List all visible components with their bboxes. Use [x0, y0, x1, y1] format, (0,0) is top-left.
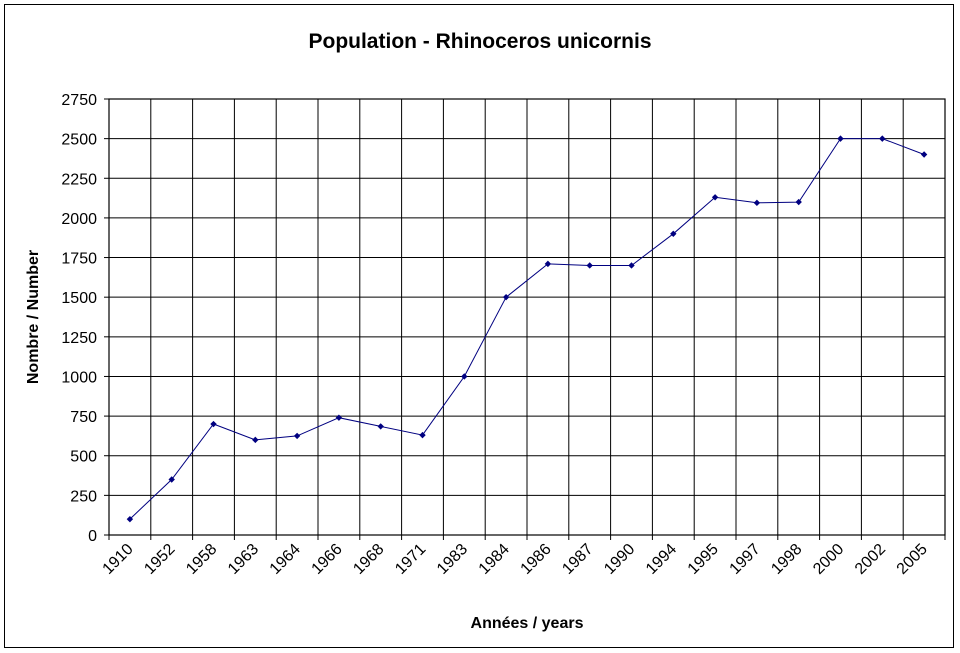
y-tick-label: 2750	[61, 92, 97, 109]
data-point	[586, 262, 593, 269]
data-point	[293, 432, 301, 440]
x-tick-label: 2005	[894, 541, 931, 578]
data-point	[920, 151, 928, 158]
plot-border	[108, 98, 946, 536]
x-tick-label: 1984	[476, 541, 513, 578]
x-tick-label: 1986	[518, 541, 555, 578]
x-tick-label: 1966	[309, 541, 346, 578]
data-point	[544, 260, 552, 268]
x-tick-label: 1964	[267, 541, 304, 578]
x-tick-label: 1963	[225, 541, 262, 578]
data-point	[711, 194, 719, 201]
y-tick-label: 1000	[61, 369, 97, 386]
data-point	[461, 373, 468, 380]
x-tick-label: 1983	[434, 541, 471, 578]
x-tick-label: 1987	[559, 541, 596, 578]
x-tick-label: 1952	[141, 541, 178, 578]
plot-area: 0 250 500 750 1000 1250 1500 1750 2000 2250 2500 27…	[61, 92, 946, 578]
x-tick-label: 1958	[183, 541, 220, 578]
data-point	[837, 135, 844, 142]
data-point	[377, 423, 384, 430]
data-point	[252, 436, 259, 444]
x-tick-label: 1995	[685, 541, 722, 578]
x-tick-label: 1910	[100, 541, 137, 578]
chart-frame	[4, 4, 954, 648]
data-point	[670, 230, 677, 237]
x-tick-label: 1971	[392, 541, 429, 578]
x-tick-label: 2000	[810, 541, 847, 578]
x-axis-label: Années / years	[471, 615, 584, 632]
y-tick-label: 750	[70, 409, 97, 426]
x-tick-label: 1994	[643, 541, 680, 578]
data-point	[210, 420, 217, 428]
y-axis-label: Nombre / Number	[25, 250, 42, 384]
chart-title: Population - Rhinoceros unicornis	[308, 30, 651, 53]
data-point	[879, 135, 886, 142]
y-tick-label: 250	[70, 488, 97, 505]
x-tick-label: 1990	[601, 541, 638, 578]
y-tick-label: 0	[88, 528, 97, 545]
y-tick-label: 2500	[61, 132, 97, 149]
data-point	[502, 293, 510, 301]
series-line	[129, 138, 925, 520]
y-tick-label: 1750	[61, 251, 97, 268]
data-point	[795, 198, 802, 206]
data-point	[168, 476, 175, 483]
data-point	[126, 515, 134, 523]
x-tick-label: 1997	[727, 541, 764, 578]
y-tick-label: 2250	[61, 171, 97, 188]
x-tick-label: 2002	[852, 541, 889, 578]
x-tick-label: 1968	[350, 541, 387, 578]
y-tick-label: 1250	[61, 330, 97, 347]
data-point	[753, 199, 761, 207]
data-point	[628, 262, 635, 269]
data-point	[419, 431, 426, 439]
x-tick-label: 1998	[768, 541, 805, 578]
y-tick-label: 1500	[61, 290, 97, 307]
y-tick-label: 500	[70, 449, 97, 466]
y-tick-label: 2000	[61, 211, 97, 228]
data-point	[335, 414, 343, 421]
